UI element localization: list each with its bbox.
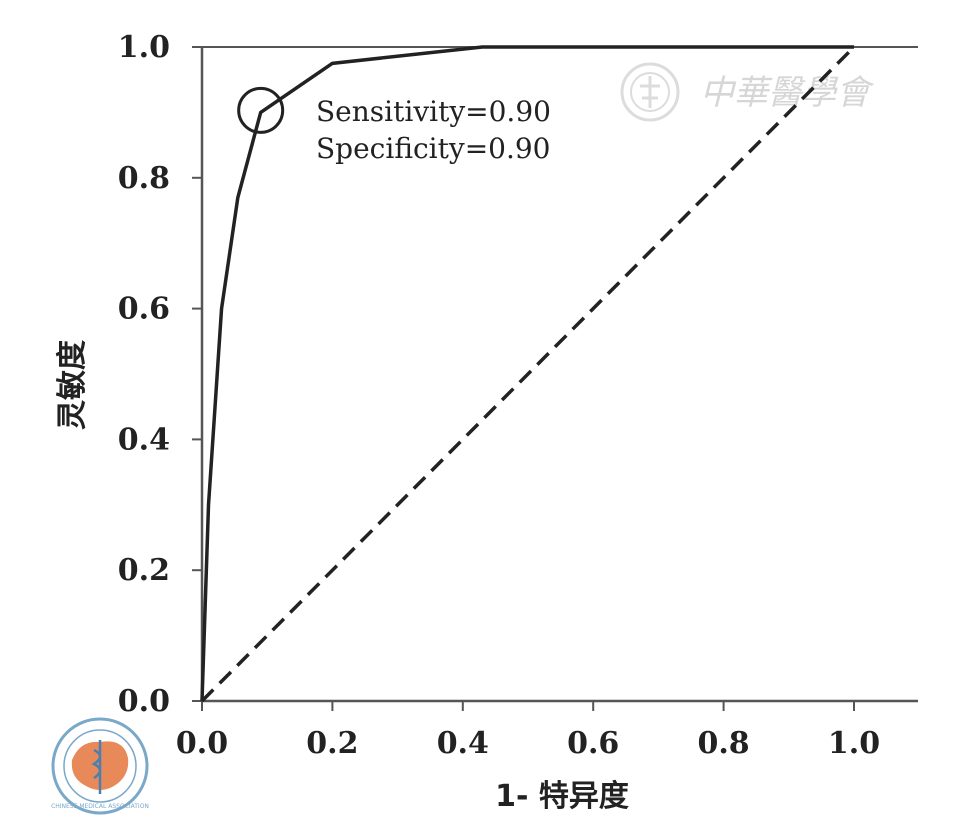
y-tick-label: 1.0 <box>118 30 170 65</box>
logo-caption: CHINESE MEDICAL ASSOCIATION <box>51 803 149 810</box>
y-tick-label: 0.0 <box>118 684 170 719</box>
axes <box>200 46 918 703</box>
x-tick-label: 1.0 <box>828 726 880 761</box>
association-logo: CHINESE MEDICAL ASSOCIATION <box>51 717 149 815</box>
y-tick-label: 0.4 <box>118 422 170 457</box>
y-tick-label: 0.6 <box>118 292 170 327</box>
x-tick-label: 0.0 <box>176 726 228 761</box>
y-tick-label: 0.2 <box>118 553 170 588</box>
y-tick-label: 0.8 <box>118 161 170 196</box>
x-tick-label: 0.4 <box>437 726 489 761</box>
x-tick-label: 0.8 <box>697 726 749 761</box>
annotation-specificity: Specificity=0.90 <box>316 132 551 165</box>
x-axis-title: 1- 特异度 <box>495 779 629 814</box>
reference-diagonal-line <box>200 45 856 703</box>
series-layer <box>200 45 856 703</box>
y-axis-title: 灵敏度 <box>55 340 90 430</box>
cutoff-point-marker <box>237 86 285 134</box>
watermark-seal-icon <box>620 62 680 122</box>
highlight-layer <box>237 86 285 134</box>
annotation-sensitivity: Sensitivity=0.90 <box>316 95 551 128</box>
ticks: 0.0 0.2 0.4 0.6 0.8 1.0 0.0 0.2 0.4 0.6 0.8 1.0 <box>118 30 880 761</box>
watermark-text: 中華醫學會 <box>700 73 875 113</box>
x-tick-label: 0.6 <box>567 726 619 761</box>
watermark: 中華醫學會 <box>620 62 875 122</box>
x-tick-label: 0.2 <box>306 726 358 761</box>
roc-curve-line <box>200 45 854 702</box>
